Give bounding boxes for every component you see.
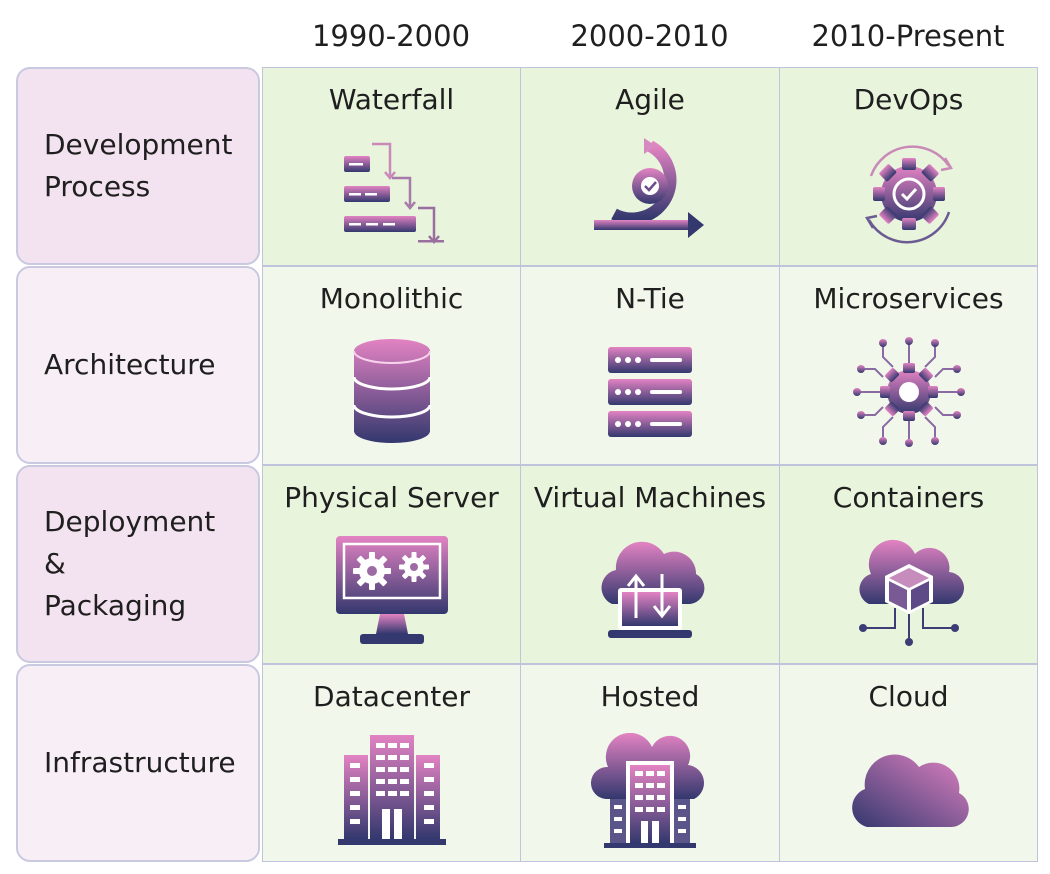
column-header-1990-2000: 1990-2000 — [311, 19, 471, 53]
physical-server-icon — [332, 534, 452, 650]
cell-virtual-machines: Virtual Machines — [520, 465, 780, 664]
cell-label: Containers — [832, 481, 985, 514]
cell-hosted: Hosted — [520, 664, 780, 862]
microservices-icon — [849, 335, 969, 451]
cell-agile: Agile — [520, 67, 780, 266]
agile-icon — [590, 136, 710, 252]
cell-label: N-Tie — [615, 282, 685, 315]
row-label-architecture: Architecture — [16, 266, 260, 464]
cell-n-tie: N-Tie — [520, 266, 780, 465]
cell-label: Agile — [615, 83, 685, 116]
cell-label: Datacenter — [313, 680, 470, 713]
waterfall-icon — [332, 136, 452, 252]
cell-label: Virtual Machines — [533, 481, 767, 514]
cell-cloud: Cloud — [779, 664, 1038, 862]
cell-label: Physical Server — [284, 481, 499, 514]
row-label-deployment-packaging: Deployment & Packaging — [16, 465, 260, 663]
containers-icon — [849, 534, 969, 650]
cell-containers: Containers — [779, 465, 1038, 664]
cell-label: Waterfall — [328, 83, 455, 116]
hosted-icon — [590, 733, 710, 849]
row-label-text: Deployment & Packaging — [44, 505, 216, 622]
row-label-text: Architecture — [44, 348, 216, 381]
cell-microservices: Microservices — [779, 266, 1038, 465]
server-rack-icon — [590, 335, 710, 451]
row-label-infrastructure: Infrastructure — [16, 664, 260, 862]
cell-label: Hosted — [600, 680, 700, 713]
virtual-machines-icon — [590, 534, 710, 650]
cell-datacenter: Datacenter — [262, 664, 521, 862]
cell-waterfall: Waterfall — [262, 67, 521, 266]
cell-label: Monolithic — [319, 282, 464, 315]
column-header-2010-present: 2010-Present — [811, 19, 1005, 53]
datacenter-icon — [332, 733, 452, 849]
column-header-2000-2010: 2000-2010 — [570, 19, 729, 53]
cloud-icon — [849, 733, 969, 849]
row-label-text: Infrastructure — [44, 746, 236, 779]
devops-icon — [849, 136, 969, 252]
cell-label: Cloud — [868, 680, 949, 713]
cell-label: DevOps — [853, 83, 964, 116]
cell-label: Microservices — [813, 282, 1004, 315]
database-icon — [332, 335, 452, 451]
row-label-text: Development Process — [44, 128, 233, 203]
cell-physical-server: Physical Server — [262, 465, 521, 664]
row-label-development-process: Development Process — [16, 67, 260, 265]
cell-devops: DevOps — [779, 67, 1038, 266]
cell-monolithic: Monolithic — [262, 266, 521, 465]
